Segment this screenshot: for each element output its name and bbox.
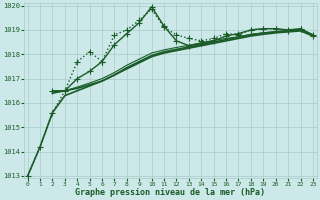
X-axis label: Graphe pression niveau de la mer (hPa): Graphe pression niveau de la mer (hPa) <box>75 188 265 197</box>
